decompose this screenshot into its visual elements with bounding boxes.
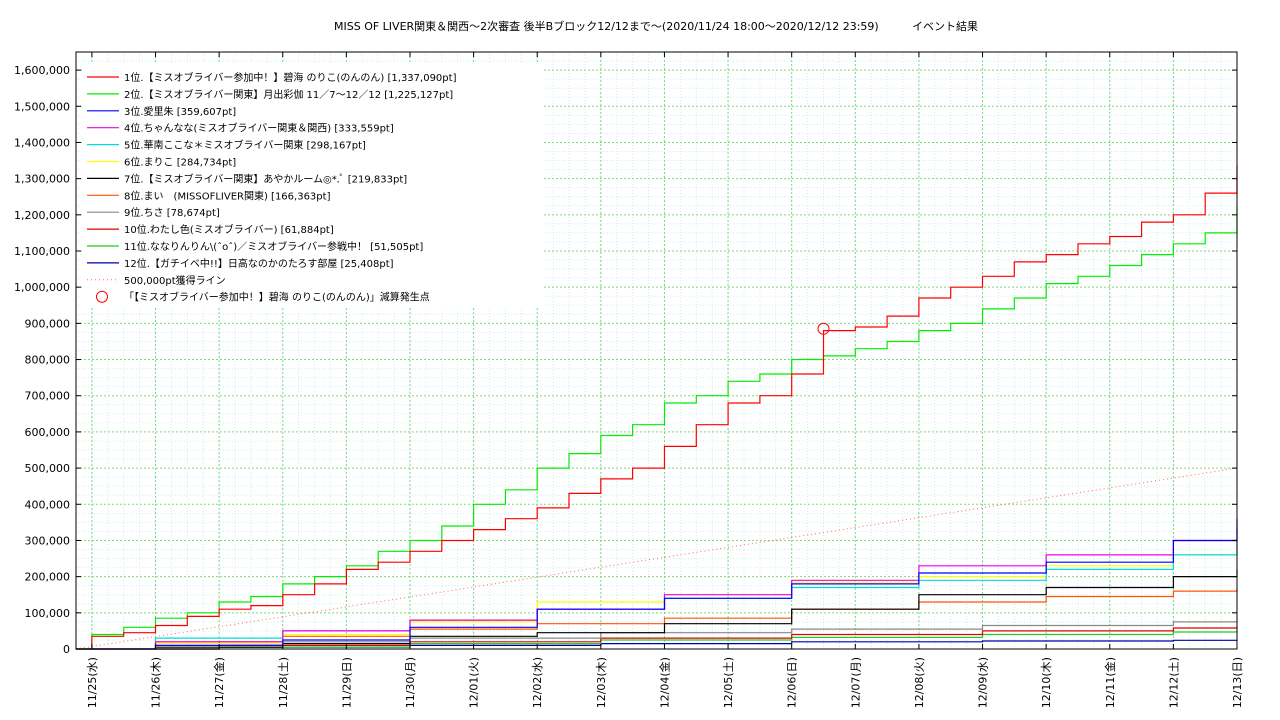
x-tick-label: 12/01(火) xyxy=(468,657,481,708)
legend-label-4: 4位.ちゃんなな(ミスオブライバー関東＆関西) [333,559pt] xyxy=(124,122,394,135)
x-tick-label: 11/30(月) xyxy=(404,657,417,708)
y-tick-label: 600,000 xyxy=(25,426,71,439)
legend-label-1: 1位.【ミスオブライバー参加中！】碧海 のりこ(のんのん) [1,337,090… xyxy=(124,71,457,84)
y-tick-label: 1,300,000 xyxy=(14,173,70,186)
y-tick-label: 0 xyxy=(63,643,70,656)
plot-frame xyxy=(75,51,1238,650)
x-tick-label: 12/13(日) xyxy=(1231,657,1244,708)
x-tick-label: 12/07(月) xyxy=(849,657,862,708)
series-line-3 xyxy=(76,518,1238,650)
legend-label-6: 6位.まりこ [284,734pt] xyxy=(124,156,236,169)
series-line-4 xyxy=(76,528,1238,650)
marker-layer xyxy=(817,322,830,335)
x-tick-label: 12/08(火) xyxy=(913,657,926,708)
x-tick-label: 12/03(木) xyxy=(595,657,608,708)
y-tick-label: 1,100,000 xyxy=(14,245,70,258)
y-tick-label: 900,000 xyxy=(25,317,71,330)
y-tick-label: 1,200,000 xyxy=(14,209,70,222)
x-tick-label: 12/09(水) xyxy=(977,657,990,708)
x-tick-label: 12/06(日) xyxy=(786,657,799,708)
legend-label-5: 5位.華南ここな＊ミスオブライバー関東 [298,167pt] xyxy=(124,139,366,152)
y-tick-label: 1,400,000 xyxy=(14,136,70,149)
legend-label-11: 11位.ななりんりん\(ˆoˆ)／ミスオブライバー参戦中！ [51,505pt] xyxy=(124,240,423,253)
legend-marker-deduction xyxy=(96,290,108,303)
x-tick-label: 11/27(金) xyxy=(212,657,226,708)
legend-label-2: 2位.【ミスオブライバー関東】月出彩伽 11／7〜12／12 [1,225,12… xyxy=(124,88,453,101)
x-tick-label: 11/26(木) xyxy=(150,657,163,708)
legend-label-8: 8位.まい (MISSOFLIVER関東) [166,363pt] xyxy=(124,189,331,202)
y-tick-label: 500,000 xyxy=(25,462,71,475)
legend-label-10: 10位.わたし色(ミスオブライバー) [61,884pt] xyxy=(124,223,334,236)
series-line-1 xyxy=(76,165,1238,650)
y-tick-label: 700,000 xyxy=(25,390,71,403)
x-tick-label: 11/28(土) xyxy=(277,657,290,708)
legend-label-7: 7位.【ミスオブライバー関東】あやかルーム◎*.ﾟ [219,833pt] xyxy=(124,172,407,185)
y-tick-label: 800,000 xyxy=(25,354,71,367)
y-tick-label: 400,000 xyxy=(25,498,71,511)
x-tick-label: 11/25(水) xyxy=(86,657,99,708)
x-tick-label: 12/10(木) xyxy=(1040,657,1053,708)
legend-label-reference: 500,000pt獲得ライン xyxy=(124,274,226,287)
chart-subtitle: イベント結果 xyxy=(912,19,978,33)
legend-label-deduction: 「【ミスオブライバー参加中！】碧海 のりこ(のんのん)」減算発生点 xyxy=(124,291,430,304)
y-tick-label: 100,000 xyxy=(25,607,71,620)
x-axis: 11/25(水) 11/26(木) 11/27(金) 11/28(土) 11/29(日)… xyxy=(86,52,1244,708)
y-tick-label: 1,600,000 xyxy=(14,64,70,77)
x-tick-label: 12/02(水) xyxy=(531,657,544,708)
legend-background-layer xyxy=(82,64,544,308)
legend-label-3: 3位.愛里朱 [359,607pt] xyxy=(124,105,236,118)
x-tick-label: 12/05(土) xyxy=(722,657,735,708)
x-tick-label: 12/11(金) xyxy=(1103,657,1117,708)
y-axis: 0 100,000 200,000 300,000 400,000 500,000 600,… xyxy=(14,64,1237,656)
legend-label-9: 9位.ちさ [78,674pt] xyxy=(124,206,220,219)
legend-label-12: 12位.【ガチイベ中!!】日高なのかのたろす部屋 [25,408pt] xyxy=(124,257,394,270)
x-tick-label: 12/04(金) xyxy=(657,657,671,708)
y-tick-label: 300,000 xyxy=(25,534,71,547)
series-line-2 xyxy=(76,205,1238,650)
legend-background xyxy=(82,64,544,308)
chart-title: MISS OF LIVER関東＆関西〜2次審査 後半Bブロック12/12まで〜(… xyxy=(334,19,879,33)
y-tick-label: 200,000 xyxy=(25,571,71,584)
legend: 1位.【ミスオブライバー参加中！】碧海 のりこ(のんのん) [1,337,090… xyxy=(87,71,457,304)
deduction-marker xyxy=(817,322,830,335)
x-tick-label: 11/29(日) xyxy=(340,657,353,708)
y-tick-label: 1,500,000 xyxy=(14,100,70,113)
x-tick-label: 12/12(土) xyxy=(1167,657,1180,708)
y-tick-label: 1,000,000 xyxy=(14,281,70,294)
